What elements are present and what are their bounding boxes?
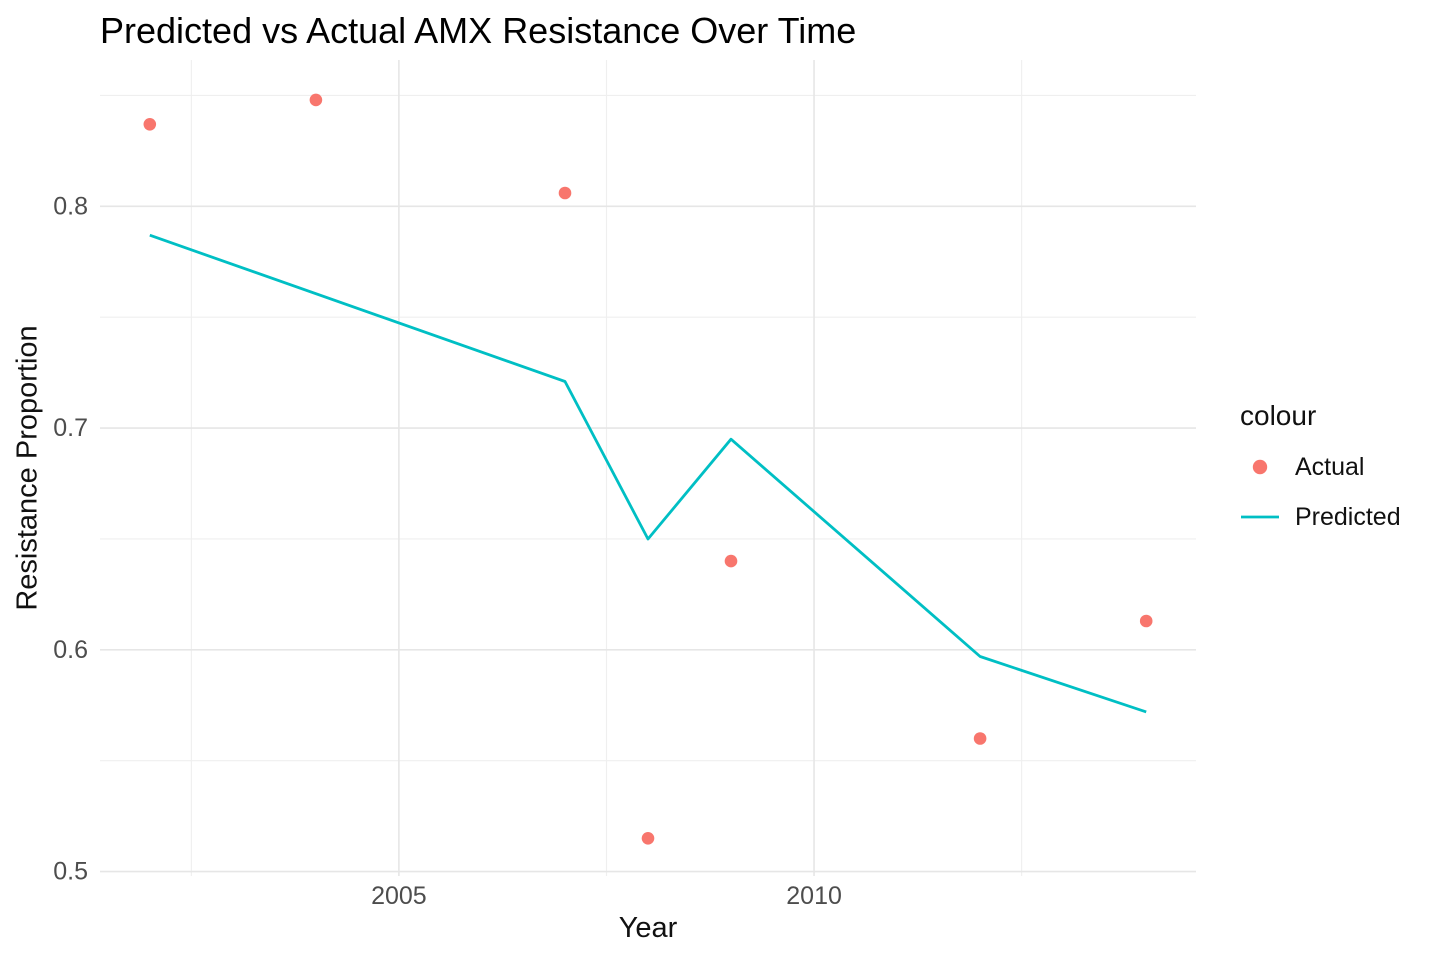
- plot-title: Predicted vs Actual AMX Resistance Over …: [100, 10, 857, 51]
- y-axis-title: Resistance Proportion: [11, 325, 44, 611]
- legend-label-actual: Actual: [1295, 452, 1365, 481]
- actual-point: [724, 554, 738, 568]
- actual-point: [558, 186, 572, 200]
- legend-item-actual: Actual: [1240, 453, 1401, 481]
- predicted-line: [149, 233, 1147, 714]
- x-tick-label: 2005: [371, 882, 427, 910]
- actual-point: [1139, 614, 1153, 628]
- y-tick-label: 0.8: [53, 192, 88, 220]
- y-tick-label: 0.7: [53, 414, 88, 442]
- actual-point: [143, 118, 157, 131]
- legend-label-predicted: Predicted: [1295, 502, 1401, 531]
- legend-item-predicted: Predicted: [1240, 503, 1401, 531]
- legend-key-actual: [1252, 459, 1268, 475]
- legend-key-predicted: [1241, 515, 1279, 519]
- actual-point: [641, 832, 655, 845]
- actual-point: [973, 732, 987, 745]
- y-tick-label: 0.5: [53, 858, 88, 886]
- legend-title: colour: [1240, 400, 1317, 431]
- actual-point-icon: [1252, 459, 1268, 475]
- x-tick-label: 2010: [786, 882, 842, 910]
- actual-point: [309, 93, 323, 107]
- y-tick-label: 0.6: [53, 636, 88, 664]
- x-axis-title: Year: [618, 912, 678, 944]
- legend: colour Actual Predicted: [1240, 400, 1401, 553]
